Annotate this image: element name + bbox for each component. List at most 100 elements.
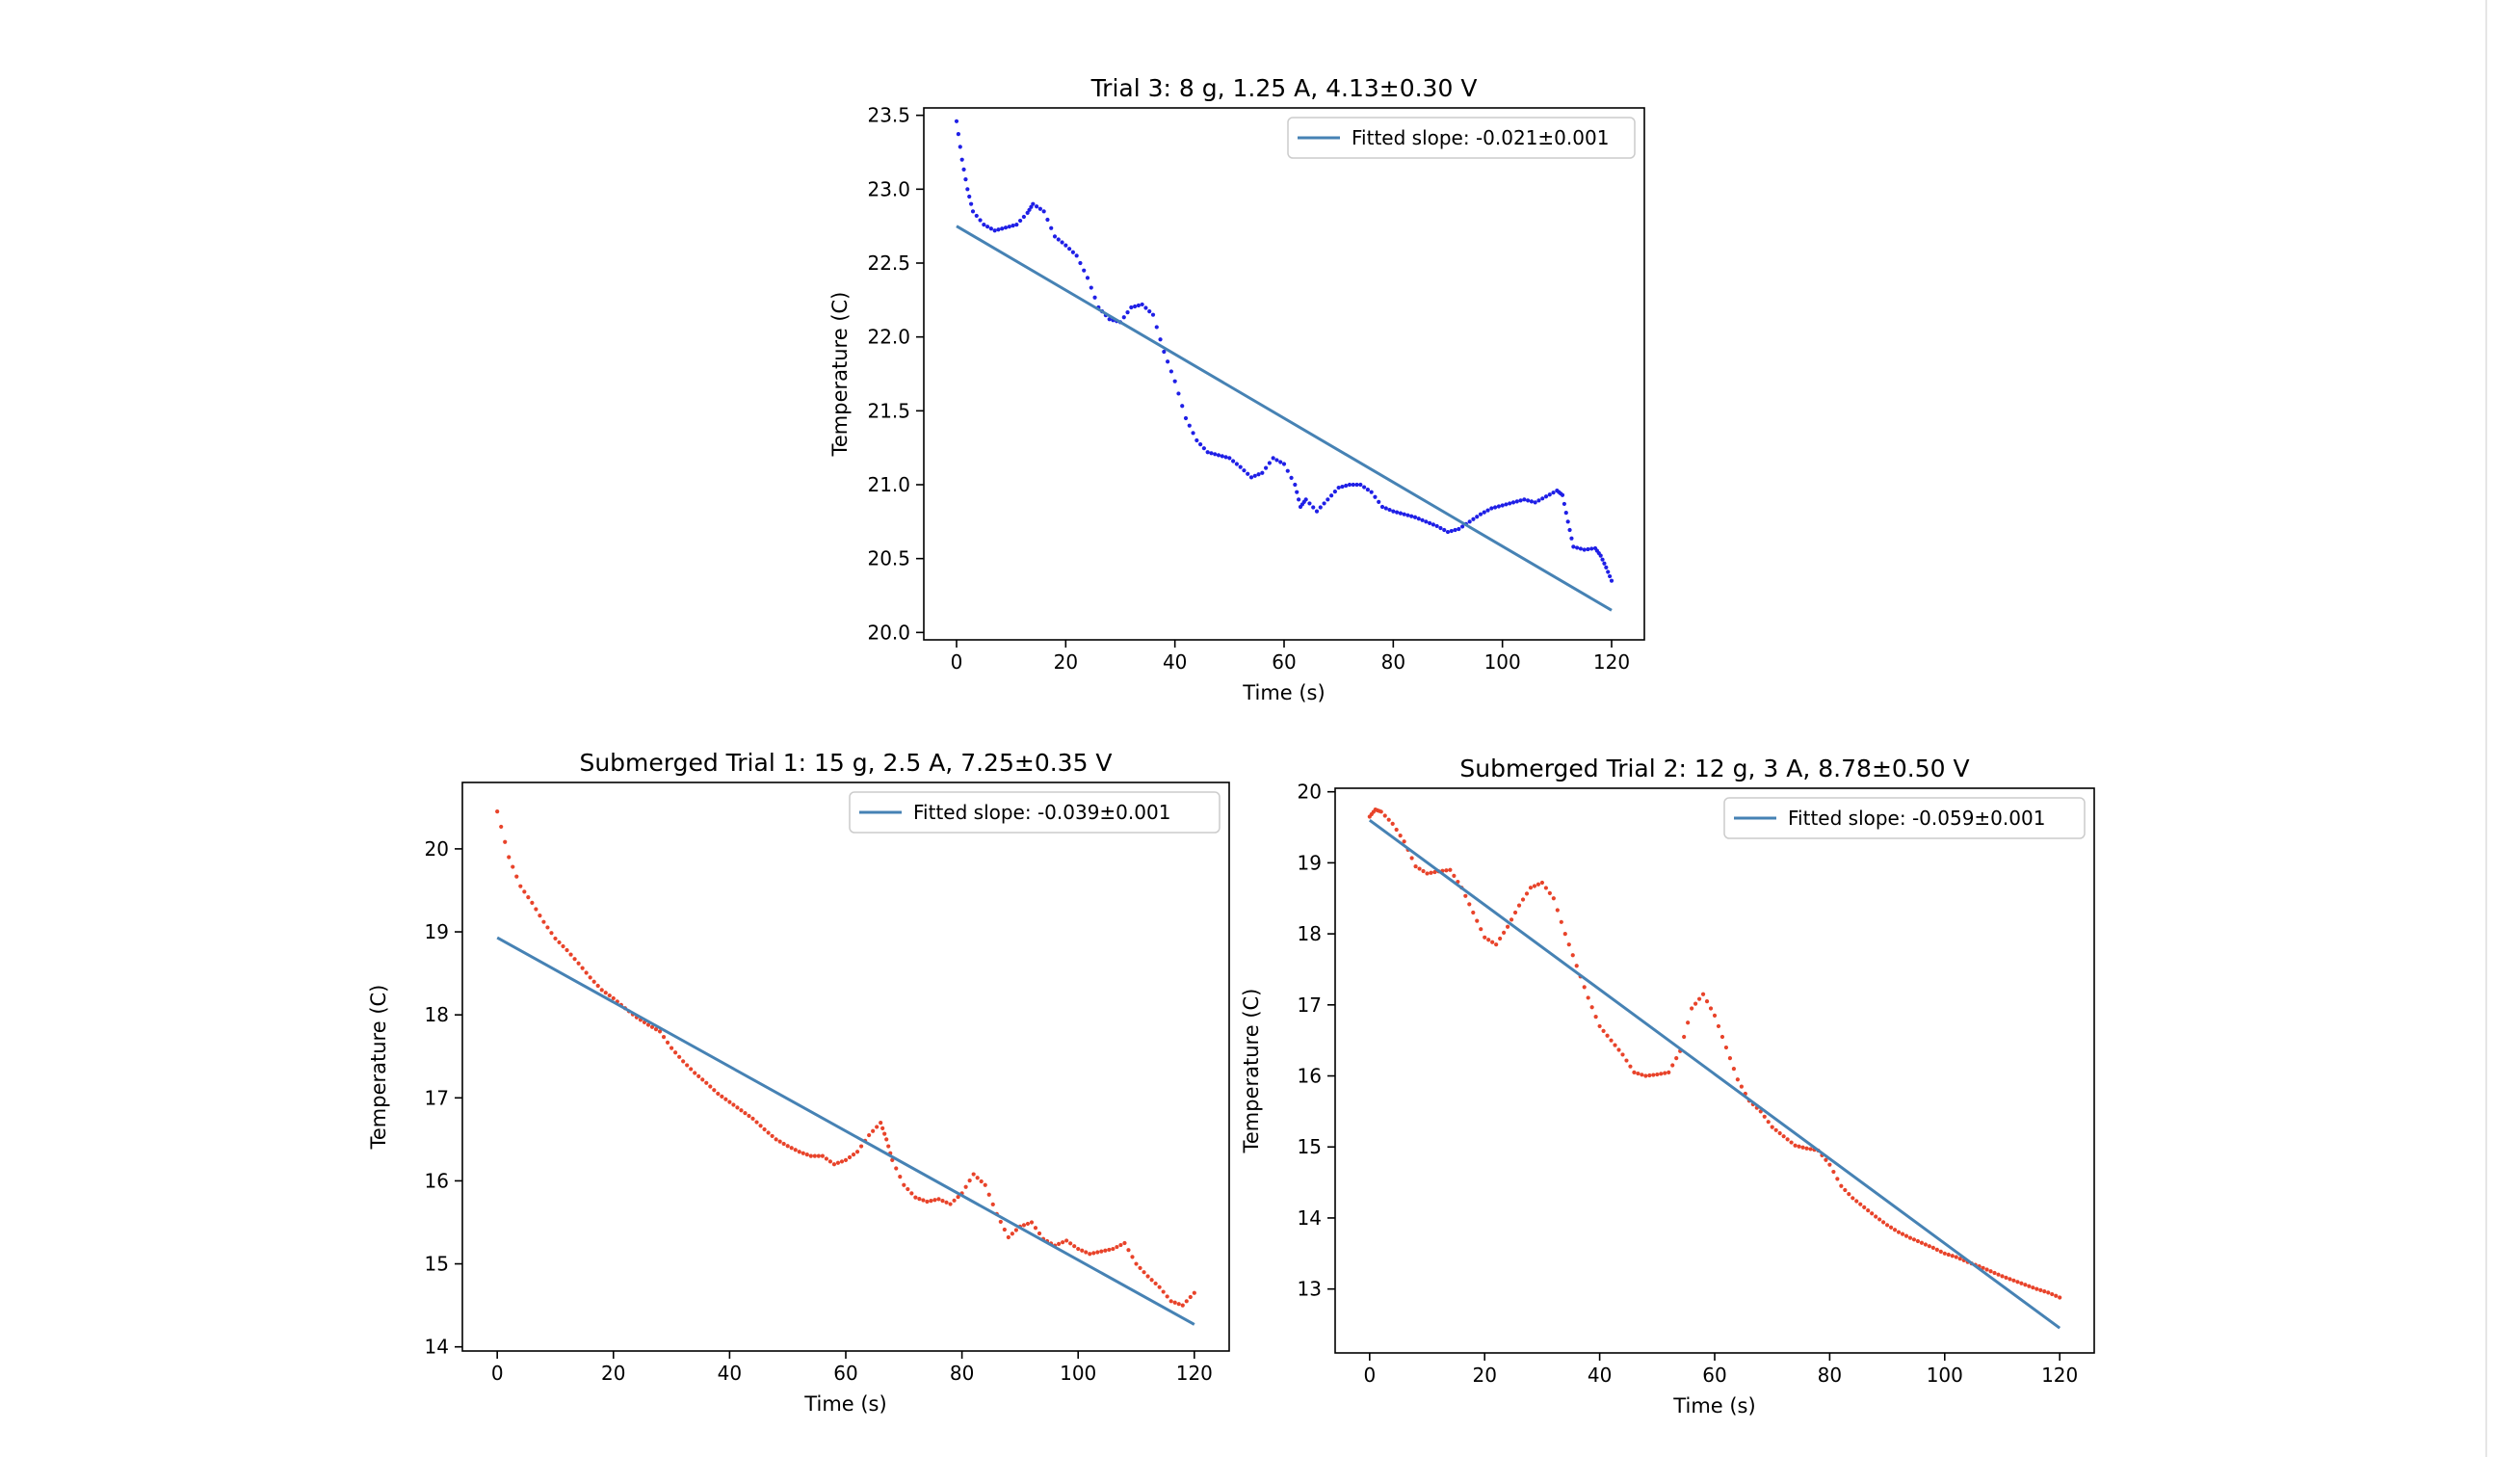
data-point (584, 970, 589, 975)
data-point (1804, 1146, 1809, 1151)
data-point (1957, 1257, 1962, 1261)
data-point (1647, 1073, 1652, 1078)
data-point (1387, 507, 1392, 513)
data-point (1379, 504, 1385, 510)
data-point (932, 1198, 937, 1203)
y-axis-label: Temperature (C) (367, 985, 390, 1151)
data-point (1486, 938, 1491, 942)
data-point (708, 1084, 713, 1089)
data-point (1574, 964, 1579, 968)
data-point (731, 1102, 736, 1107)
data-point (1194, 437, 1199, 443)
data-point (1589, 1005, 1594, 1010)
data-point (1843, 1187, 1848, 1193)
data-point (1256, 472, 1261, 477)
data-point (1690, 1006, 1694, 1011)
y-tick-label: 19 (1298, 851, 1322, 874)
data-point (1693, 1001, 1698, 1006)
data-point (665, 1040, 670, 1045)
data-point (1442, 527, 1447, 533)
data-point (1655, 1072, 1660, 1077)
data-point (1248, 475, 1254, 480)
y-tick-label: 19 (425, 920, 449, 943)
data-point (1213, 452, 1218, 457)
data-point (1070, 250, 1075, 254)
data-point (1307, 501, 1312, 506)
data-point (1037, 1231, 1042, 1236)
data-point (1176, 391, 1181, 396)
data-point (1719, 1034, 1725, 1040)
data-point (1892, 1228, 1898, 1232)
data-point (1609, 1038, 1614, 1043)
x-tick-label: 40 (1588, 1364, 1612, 1387)
data-point (944, 1200, 949, 1205)
data-point (970, 209, 976, 214)
data-point (716, 1091, 721, 1097)
data-point (1500, 503, 1505, 508)
data-point (1274, 458, 1279, 463)
x-tick-label: 100 (1060, 1362, 1096, 1385)
data-point (685, 1063, 690, 1068)
data-point (1493, 505, 1498, 510)
data-point (1498, 936, 1503, 941)
y-axis-label: Temperature (C) (828, 292, 852, 458)
data-point (1383, 506, 1388, 511)
data-point (572, 957, 577, 962)
data-point (503, 839, 508, 844)
data-point (851, 1152, 856, 1157)
data-point (1988, 1269, 1993, 1274)
data-point (1045, 217, 1050, 223)
data-point (557, 940, 562, 945)
data-point (1129, 305, 1134, 310)
data-point (1035, 204, 1039, 209)
data-point (1526, 498, 1531, 503)
data-point (530, 900, 535, 905)
chart-panel-1: Trial 3: 8 g, 1.25 A, 4.13±0.30 V 0 20 40 60… (828, 74, 1645, 704)
data-point (1504, 502, 1509, 507)
legend-box (1723, 797, 2086, 839)
data-point (1903, 1233, 1909, 1238)
data-point (1478, 512, 1483, 517)
data-point (1424, 519, 1429, 524)
data-point (1405, 513, 1410, 517)
x-tick-label: 0 (1363, 1364, 1376, 1387)
data-point (1896, 1230, 1902, 1234)
data-point (1377, 499, 1381, 504)
plot-area (954, 119, 1614, 612)
data-point (1529, 499, 1534, 504)
y-tick-label: 18 (425, 1003, 449, 1026)
data-point (843, 1157, 849, 1162)
data-point (1398, 834, 1403, 838)
data-point (1365, 488, 1370, 492)
data-point (1092, 295, 1097, 300)
y-tick-label: 22.5 (867, 252, 910, 275)
data-point (770, 1133, 774, 1139)
data-point (1067, 247, 1072, 252)
data-point (1938, 1249, 1943, 1254)
data-point (677, 1054, 682, 1059)
data-point (974, 213, 979, 219)
data-point (1057, 1241, 1062, 1246)
data-point (1260, 470, 1265, 475)
data-point (1340, 484, 1345, 490)
data-point (1616, 1047, 1621, 1052)
data-point (1091, 1251, 1096, 1256)
data-point (1514, 499, 1519, 504)
data-point (1739, 1084, 1744, 1089)
data-point (801, 1151, 805, 1155)
data-point (1318, 505, 1323, 510)
data-point (1134, 1261, 1139, 1266)
data-point (986, 1192, 991, 1197)
data-point (1471, 517, 1476, 521)
data-point (1911, 1237, 1917, 1242)
data-point (1582, 985, 1587, 990)
data-point (607, 993, 612, 998)
y-tick-label: 20 (425, 837, 449, 861)
x-tick-label: 60 (833, 1362, 857, 1385)
data-point (1700, 992, 1706, 996)
data-point (1536, 498, 1541, 503)
data-point (495, 809, 500, 814)
data-point (1858, 1202, 1863, 1206)
fit-line (496, 936, 1195, 1326)
data-point (1601, 1028, 1606, 1033)
